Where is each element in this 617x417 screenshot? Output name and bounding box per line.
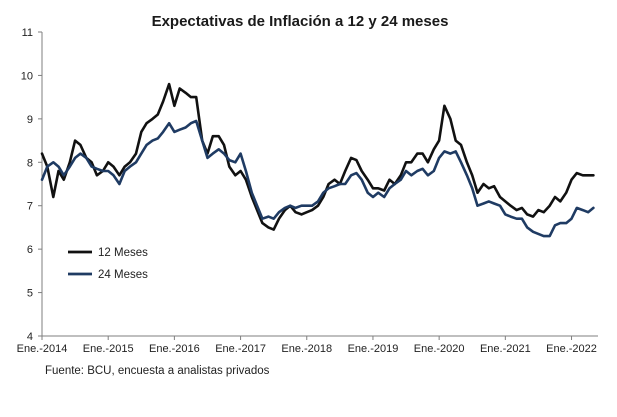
x-tick-label: Ene.-2015 — [83, 343, 134, 355]
series-line-12-meses — [40, 82, 595, 231]
x-tick-label: Ene.-2019 — [348, 343, 399, 355]
y-tick-label: 10 — [21, 70, 33, 82]
legend-label: 24 Meses — [98, 269, 148, 281]
x-tick-label: Ene.-2016 — [149, 343, 200, 355]
y-tick-label: 4 — [27, 331, 33, 343]
x-tick-label: Ene.-2020 — [414, 343, 465, 355]
x-tick-label: Ene.-2021 — [480, 343, 531, 355]
x-tick-label: Ene.-2014 — [17, 343, 68, 355]
chart-title: Expectativas de Inflación a 12 y 24 mese… — [152, 13, 449, 30]
legend-label: 12 Meses — [98, 247, 148, 259]
x-tick-label: Ene.-2022 — [546, 343, 597, 355]
series-line-24-meses — [40, 119, 595, 238]
x-tick-label: Ene.-2017 — [215, 343, 266, 355]
y-tick-label: 6 — [27, 244, 33, 256]
y-tick-label: 7 — [27, 201, 33, 213]
y-tick-label: 5 — [27, 288, 33, 300]
y-tick-label: 8 — [27, 157, 33, 169]
x-tick-label: Ene.-2018 — [281, 343, 332, 355]
series-layer — [40, 82, 595, 238]
chart-legend: 12 Meses 24 Meses — [68, 247, 148, 281]
chart-source-note: Fuente: BCU, encuesta a analistas privad… — [45, 365, 270, 377]
y-tick-label: 11 — [22, 27, 33, 39]
y-tick-label: 9 — [27, 114, 33, 126]
chart-axes: 4 5 6 7 8 9 10 11 Ene.-2014 Ene.-2015 Ene.-2016 Ene… — [17, 27, 598, 355]
